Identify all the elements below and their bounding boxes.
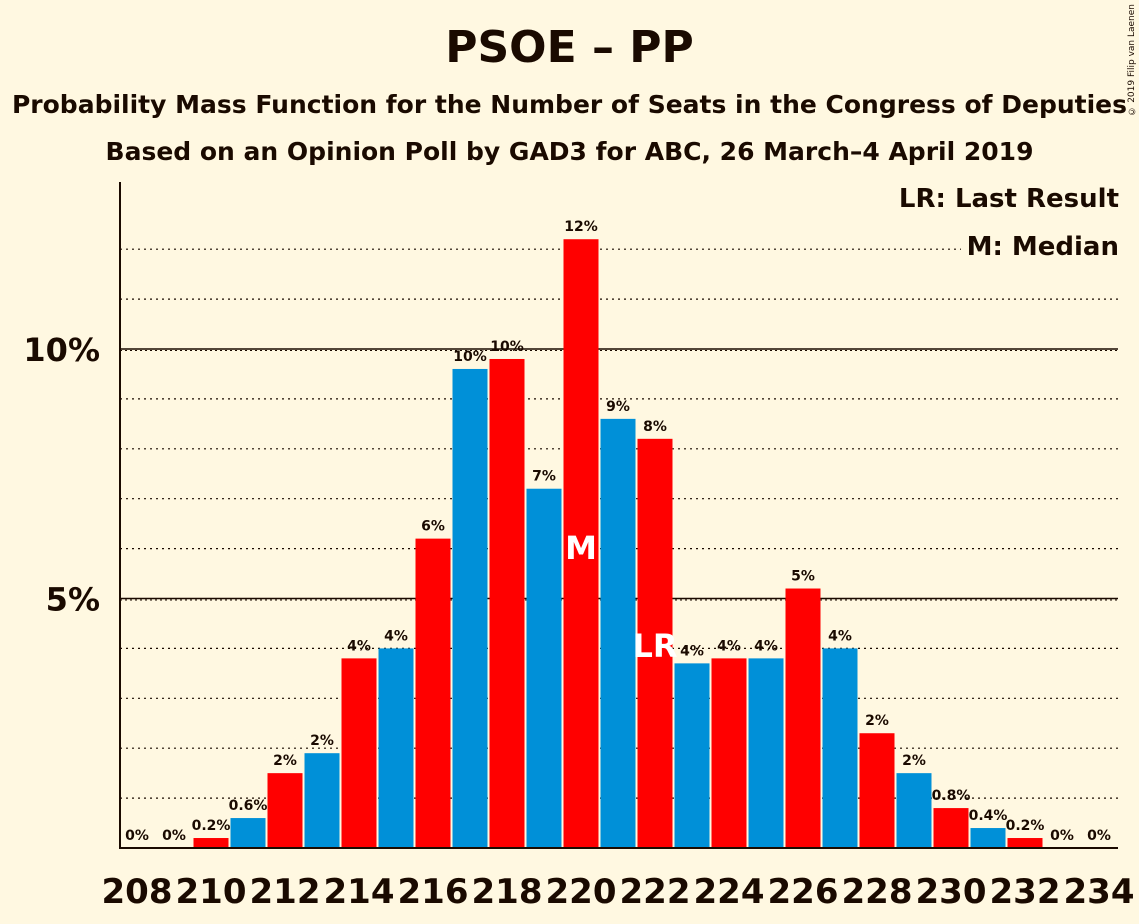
data-label-228: 2% — [865, 713, 889, 729]
bar-214 — [341, 658, 377, 848]
data-label-216: 6% — [421, 519, 445, 535]
x-tick-label: 212 — [250, 872, 321, 912]
y-tick-label: 10% — [23, 331, 100, 369]
bar-219 — [526, 488, 562, 848]
x-tick-label: 216 — [398, 872, 469, 912]
bar-231 — [970, 828, 1006, 848]
data-label-218: 10% — [490, 339, 524, 355]
bar-211 — [230, 818, 266, 848]
legend-last-result: LR: Last Result — [892, 184, 1119, 214]
x-tick-label: 210 — [176, 872, 247, 912]
data-label-232: 0.2% — [1006, 818, 1045, 834]
bar-213 — [304, 753, 340, 848]
bar-225 — [748, 658, 784, 848]
bar-232 — [1007, 838, 1043, 848]
bar-224 — [711, 658, 747, 848]
bar-210 — [193, 838, 229, 848]
data-label-229: 2% — [902, 753, 926, 769]
bar-228 — [859, 733, 895, 848]
chart-source: Based on an Opinion Poll by GAD3 for ABC… — [105, 137, 1034, 166]
bar-222 — [637, 438, 673, 848]
last-result-marker: LR — [632, 627, 677, 665]
data-label-215: 4% — [384, 628, 408, 644]
data-label-222: 8% — [643, 419, 667, 435]
y-tick-label: 5% — [46, 581, 100, 619]
data-label-208: 0% — [125, 828, 149, 844]
data-label-217: 10% — [453, 349, 487, 365]
data-label-231: 0.4% — [969, 808, 1008, 824]
data-label-211: 0.6% — [229, 798, 268, 814]
bar-230 — [933, 808, 969, 848]
bar-216 — [415, 538, 451, 848]
data-label-210: 0.2% — [192, 818, 231, 834]
bar-212 — [267, 773, 303, 848]
data-label-214: 4% — [347, 638, 371, 654]
data-label-223: 4% — [680, 643, 704, 659]
data-label-212: 2% — [273, 753, 297, 769]
x-tick-label: 230 — [916, 872, 987, 912]
x-tick-label: 218 — [472, 872, 543, 912]
data-label-219: 7% — [532, 469, 556, 485]
data-label-230: 0.8% — [932, 788, 971, 804]
bar-229 — [896, 773, 932, 848]
median-marker: M — [565, 529, 597, 567]
data-label-221: 9% — [606, 399, 630, 415]
data-label-224: 4% — [717, 638, 741, 654]
data-label-209: 0% — [162, 828, 186, 844]
data-label-233: 0% — [1050, 828, 1074, 844]
chart-title: PSOE – PP — [445, 22, 694, 73]
legend-median: M: Median — [960, 232, 1119, 262]
bar-220 — [563, 239, 599, 849]
bar-226 — [785, 588, 821, 848]
x-tick-label: 234 — [1064, 872, 1135, 912]
x-tick-label: 226 — [768, 872, 839, 912]
data-label-213: 2% — [310, 733, 334, 749]
data-label-227: 4% — [828, 628, 852, 644]
x-tick-label: 228 — [842, 872, 913, 912]
x-tick-label: 232 — [990, 872, 1061, 912]
data-label-234: 0% — [1087, 828, 1111, 844]
axes: 5%10%208 210 212 214 216 218 220 222 224 226 228 23… — [23, 182, 1134, 912]
x-tick-label: 214 — [324, 872, 395, 912]
data-label-225: 4% — [754, 638, 778, 654]
bar-227 — [822, 648, 858, 848]
bars — [193, 239, 1043, 849]
chart-subtitle: Probability Mass Function for the Number… — [11, 90, 1128, 119]
bar-221 — [600, 418, 636, 848]
data-labels: 0% 0% 0.2% 0.6% 2% 2% 4% 4% 6% 10%10% 7% 12% 9% 8% 4% 4… — [125, 219, 1111, 844]
bar-218 — [489, 358, 525, 848]
data-label-220: 12% — [564, 219, 598, 235]
bar-223 — [674, 663, 710, 848]
data-label-226: 5% — [791, 569, 815, 585]
bar-217 — [452, 368, 488, 848]
x-tick-label: 222 — [620, 872, 691, 912]
x-tick-label: 208 — [102, 872, 173, 912]
x-tick-label: 220 — [546, 872, 617, 912]
x-tick-label: 224 — [694, 872, 765, 912]
bar-215 — [378, 648, 414, 848]
